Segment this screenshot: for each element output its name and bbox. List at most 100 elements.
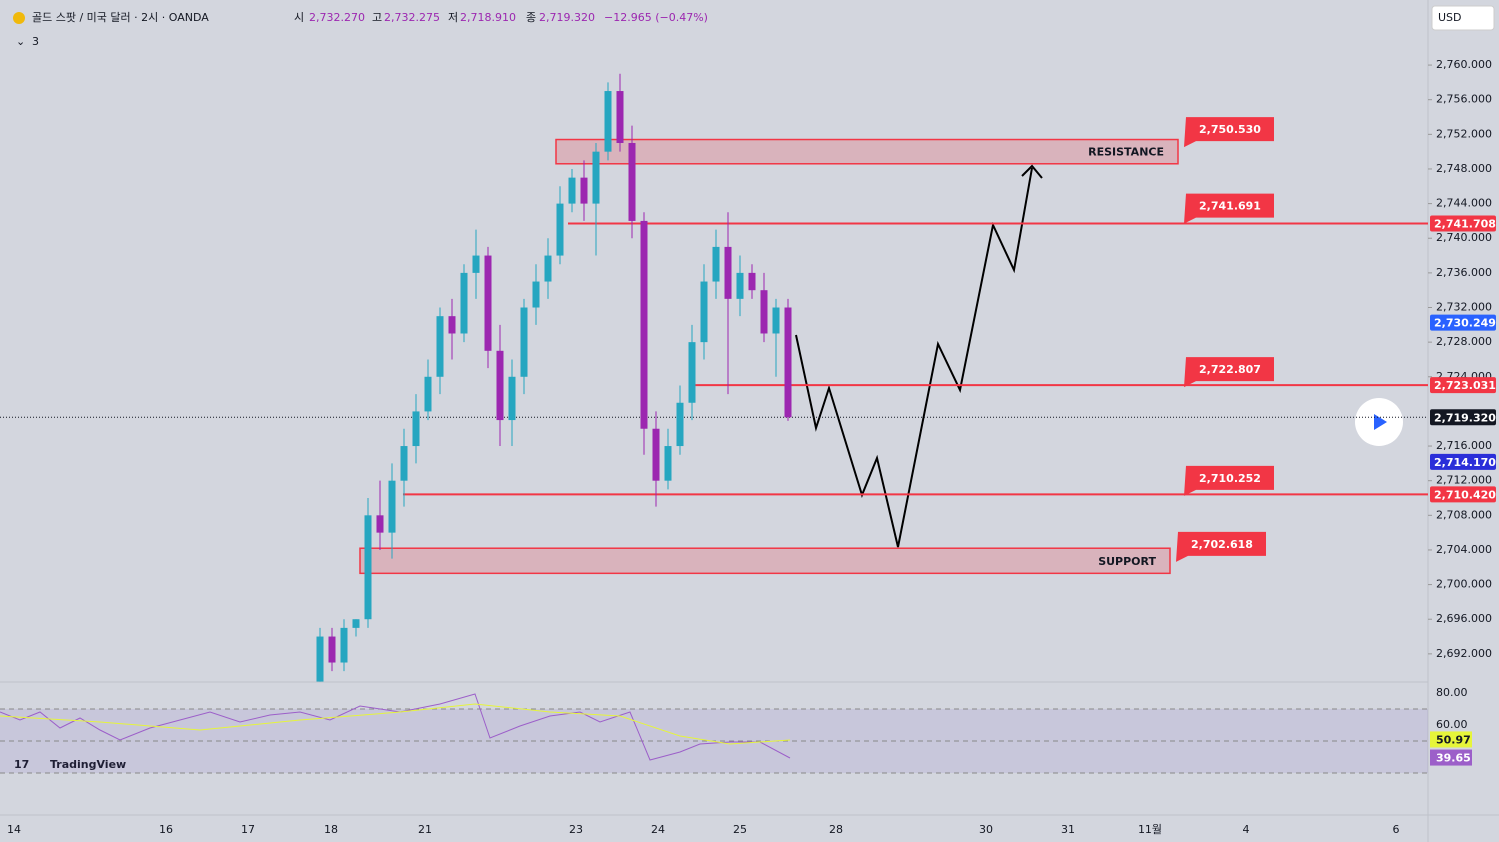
y-tick-label: 2,704.000 — [1436, 543, 1492, 556]
candle-body — [316, 636, 324, 682]
callout-label: 2,710.252 — [1199, 472, 1261, 485]
candle-body — [484, 255, 492, 351]
price-tag — [1430, 314, 1496, 331]
y-tick-label: 2,716.000 — [1436, 439, 1492, 452]
collapse-icon[interactable]: ⌄ — [16, 35, 25, 48]
symbol-icon — [13, 12, 25, 24]
x-tick-label: 25 — [733, 823, 747, 836]
zone-label: SUPPORT — [1098, 555, 1156, 568]
change: −12.965 (−0.47%) — [604, 11, 708, 24]
open-label: 시 — [294, 11, 304, 24]
high-label: 고 — [372, 11, 382, 24]
candle-body — [712, 246, 720, 282]
currency: USD — [1438, 11, 1462, 24]
low-label: 저 — [448, 11, 458, 24]
price-tag-label: 2,741.708 — [1434, 217, 1496, 230]
y-tick-label: 2,728.000 — [1436, 335, 1492, 348]
candle-body — [748, 272, 756, 291]
x-tick-label: 31 — [1061, 823, 1075, 836]
callout — [1184, 193, 1274, 224]
x-tick-label: 16 — [159, 823, 173, 836]
y-tick-label: 2,700.000 — [1436, 578, 1492, 591]
candle-body — [556, 203, 564, 256]
y-tick-label: 2,736.000 — [1436, 266, 1492, 279]
callout — [1184, 357, 1274, 388]
indicator-count[interactable]: 3 — [32, 35, 39, 48]
price-tag-label: 2,719.320 — [1434, 411, 1496, 424]
candle-body — [448, 316, 456, 334]
candle-body — [676, 402, 684, 447]
candle-body — [592, 151, 600, 204]
candle-body — [664, 446, 672, 481]
rsi-tick-label: 80.00 — [1436, 686, 1468, 699]
x-tick-label: 28 — [829, 823, 843, 836]
price-tag — [1430, 215, 1496, 232]
rsi-tag-label: 50.97 — [1436, 733, 1471, 746]
high: 2,732.275 — [384, 11, 440, 24]
y-tick-label: 2,708.000 — [1436, 508, 1492, 521]
candle-body — [700, 281, 708, 343]
x-tick-label: 23 — [569, 823, 583, 836]
y-tick-label: 2,744.000 — [1436, 197, 1492, 210]
callout-label: 2,702.618 — [1191, 538, 1253, 551]
price-tag — [1430, 377, 1496, 394]
low: 2,718.910 — [460, 11, 516, 24]
candle-body — [616, 91, 624, 143]
x-tick-label: 21 — [418, 823, 432, 836]
brand: TradingView — [50, 758, 126, 771]
candle-body — [496, 350, 504, 421]
candle-body — [604, 91, 612, 152]
price-tag — [1430, 486, 1496, 503]
candle-body — [340, 627, 348, 663]
rsi-tag — [1430, 731, 1472, 748]
y-tick-label: 2,692.000 — [1436, 647, 1492, 660]
price-tag-label: 2,714.170 — [1434, 456, 1496, 469]
price-tag-label: 2,710.420 — [1434, 488, 1496, 501]
x-tick-label: 14 — [7, 823, 21, 836]
price-tag-label: 2,730.249 — [1434, 317, 1496, 330]
x-tick-label: 30 — [979, 823, 993, 836]
y-tick-label: 2,740.000 — [1436, 231, 1492, 244]
zone-label: RESISTANCE — [1088, 146, 1164, 159]
brand-logo: 17 — [14, 758, 29, 771]
candle-body — [772, 307, 780, 334]
callout — [1176, 531, 1266, 562]
currency-button[interactable] — [1431, 5, 1495, 31]
y-tick-label: 2,756.000 — [1436, 93, 1492, 106]
candle-body — [568, 177, 576, 204]
candle-body — [376, 515, 384, 533]
candle-body — [472, 255, 480, 273]
price-tag-label: 2,723.031 — [1434, 379, 1496, 392]
x-tick-label: 11월 — [1138, 823, 1162, 836]
close: 2,719.320 — [539, 11, 595, 24]
candle-body — [364, 515, 372, 620]
candle-body — [532, 281, 540, 308]
projection-arrow — [1021, 164, 1043, 179]
callout-label: 2,722.807 — [1199, 363, 1261, 376]
rsi-ma-line — [0, 703, 791, 745]
candle-body — [400, 446, 408, 481]
x-tick-label: 4 — [1243, 823, 1250, 836]
candle-body — [736, 272, 744, 299]
zone — [555, 138, 1179, 165]
y-tick-label: 2,748.000 — [1436, 162, 1492, 175]
price-tag — [1430, 409, 1496, 426]
candle-body — [352, 619, 360, 628]
y-tick-label: 2,732.000 — [1436, 301, 1492, 314]
y-tick-label: 2,752.000 — [1436, 127, 1492, 140]
candle-body — [460, 272, 468, 334]
y-tick-label: 2,712.000 — [1436, 474, 1492, 487]
projection-path — [795, 167, 1033, 548]
play-icon — [1374, 414, 1387, 430]
y-tick-label: 2,760.000 — [1436, 58, 1492, 71]
candle-body — [520, 307, 528, 377]
candle-body — [328, 636, 336, 663]
rsi-tick-label: 60.00 — [1436, 718, 1468, 731]
candle-body — [436, 316, 444, 377]
candle-body — [544, 255, 552, 282]
candle-body — [640, 220, 648, 429]
rsi-tag-label: 39.65 — [1436, 752, 1471, 765]
zone — [359, 547, 1171, 575]
